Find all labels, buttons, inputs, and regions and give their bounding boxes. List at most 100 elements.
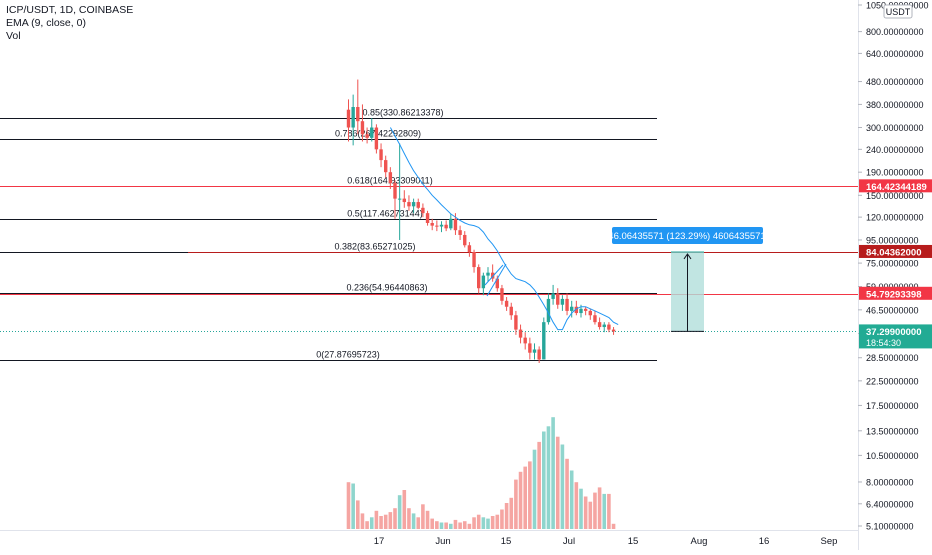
volume-bar	[607, 493, 611, 529]
measure-arrow-head	[683, 253, 692, 260]
candle-body	[481, 275, 486, 289]
currency-badge	[883, 4, 913, 19]
price-axis-label: 75.00000000	[866, 259, 919, 269]
trend-line	[486, 263, 507, 297]
volume-bar	[379, 516, 383, 529]
candle-body	[514, 315, 518, 330]
candle-body	[370, 127, 374, 138]
candle-body	[365, 134, 369, 138]
candle-body	[602, 324, 606, 328]
volume-bar	[388, 512, 393, 529]
time-axis-label: Jun	[435, 536, 450, 547]
volume-bar	[560, 444, 565, 529]
candle-body	[611, 329, 616, 332]
candle-body	[477, 267, 481, 289]
time-axis-label: 15	[501, 536, 512, 547]
time-axis-label: Jul	[563, 536, 575, 547]
volume-bar	[416, 517, 421, 529]
time-axis-label: 17	[374, 536, 385, 547]
volume-bar	[583, 496, 588, 529]
ema-indicator-label[interactable]: EMA (9, close, 0)	[6, 17, 86, 29]
candle-body	[593, 315, 597, 323]
volume-bar	[514, 479, 518, 529]
candle-body	[356, 107, 360, 122]
volume-bar	[579, 488, 583, 529]
candle-body	[504, 300, 509, 307]
symbol-title[interactable]: ICP/USDT, 1D, COINBASE	[6, 4, 134, 16]
candle-body	[388, 172, 393, 184]
price-axis-label: 190.00000000	[866, 168, 924, 178]
price-axis-label: 480.00000000	[866, 77, 924, 87]
volume-bar	[500, 509, 504, 529]
countdown-label: 18:54:30	[866, 338, 901, 348]
candle-body	[518, 329, 523, 338]
candle-body	[411, 202, 416, 207]
volume-bar	[425, 510, 430, 529]
volume-bar	[458, 522, 462, 529]
time-axis-label: 15	[628, 536, 639, 547]
candle-body	[346, 109, 351, 128]
price-axis-label: 5.10000000	[866, 522, 914, 532]
volume-bar	[402, 490, 407, 529]
trend-line	[484, 264, 504, 286]
candle-body	[579, 308, 583, 314]
price-tag	[859, 244, 932, 258]
candle-body	[458, 230, 462, 235]
time-axis-label: Aug	[691, 536, 708, 547]
volume-bar	[490, 516, 495, 529]
volume-bar	[518, 471, 523, 529]
volume-bar	[495, 514, 500, 529]
candle-body	[495, 278, 499, 289]
candle-body	[574, 306, 579, 314]
candle-body	[467, 245, 472, 253]
price-axis-label: 13.50000000	[866, 426, 919, 436]
volume-bar	[411, 513, 416, 529]
fib-level-label: 0(27.87695723)	[316, 350, 380, 360]
volume-bar	[551, 417, 555, 529]
price-axis-label: 22.50000000	[866, 376, 919, 386]
chart-legend: ICP/USDT, 1D, COINBASE EMA (9, close, 0)…	[6, 4, 133, 43]
candle-body	[435, 225, 439, 227]
volume-bar	[407, 508, 411, 529]
price-tag-label: 54.79293398	[866, 289, 921, 300]
measure-label: 46.06435571 (123.29%) 4606435571	[608, 231, 765, 242]
volume-bar	[397, 495, 402, 529]
price-axis-label: 240.00000000	[866, 145, 924, 155]
volume-bar	[365, 521, 369, 529]
price-axis-label: 28.50000000	[866, 353, 919, 363]
price-axis-label: 46.50000000	[866, 305, 919, 315]
candle-body	[430, 223, 434, 226]
volume-bar	[444, 522, 448, 529]
candle-body	[500, 288, 504, 301]
measure-label-box	[612, 227, 763, 244]
candle-body	[556, 293, 560, 305]
candle-body	[565, 298, 569, 311]
volume-bar	[346, 482, 351, 529]
volume-bar	[393, 508, 397, 529]
volume-bar	[569, 470, 574, 529]
candle-body	[374, 127, 379, 150]
ema-line	[389, 127, 619, 331]
volume-bar	[472, 517, 476, 529]
price-axis-label: 6.40000000	[866, 499, 914, 509]
candle-body	[444, 224, 448, 229]
volume-bar	[467, 523, 472, 529]
fib-level-label: 0.382(83.65271025)	[334, 242, 415, 252]
volume-bar	[542, 431, 546, 529]
candle-body	[523, 337, 527, 344]
candle-body	[583, 308, 588, 311]
volume-indicator-label[interactable]: Vol	[6, 30, 21, 42]
fib-level-label: 0.5(117.46273144)	[347, 209, 422, 219]
price-axis-label: 800.00000000	[866, 27, 924, 37]
volume-bar	[509, 497, 514, 529]
volume-bar	[435, 521, 439, 529]
volume-bar	[453, 519, 458, 529]
volume-bar	[360, 513, 365, 529]
price-axis-label: 17.50000000	[866, 401, 919, 411]
volume-bar	[537, 441, 541, 529]
volume-bar	[476, 514, 481, 529]
volume-bar	[369, 517, 374, 529]
volume-bar	[449, 523, 453, 529]
